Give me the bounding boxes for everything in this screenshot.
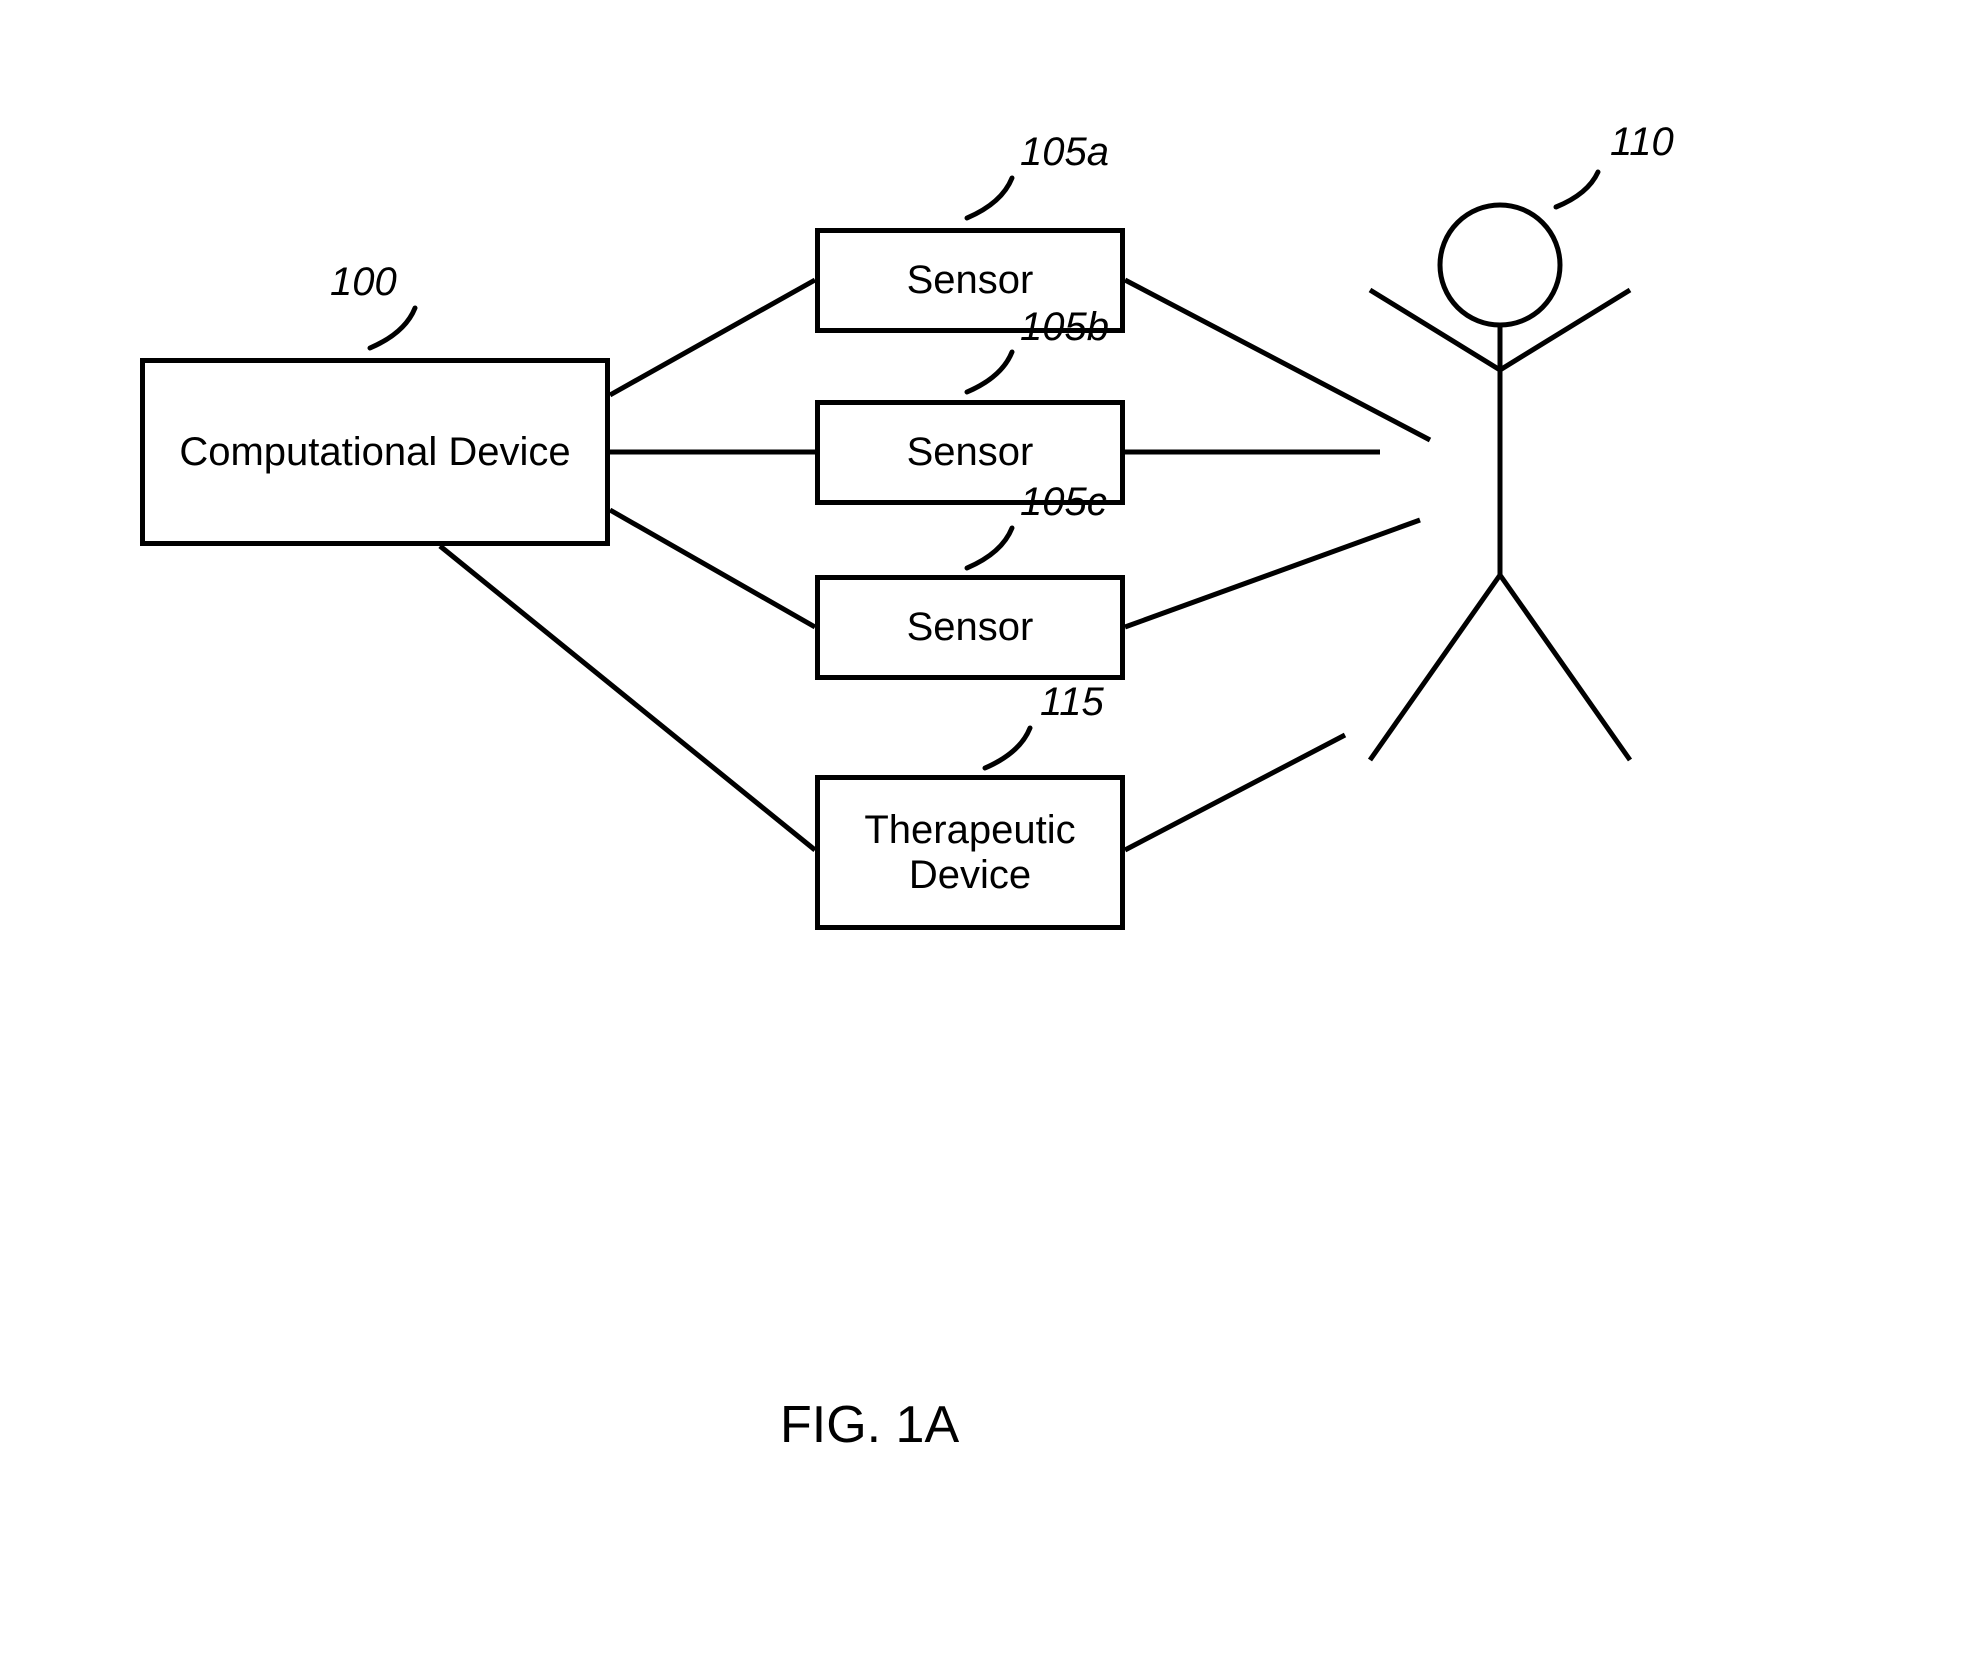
ref-label-110: 110: [1610, 120, 1674, 165]
figure-caption: FIG. 1A: [780, 1395, 959, 1455]
sensor-c-label: Sensor: [907, 605, 1034, 650]
therapeutic-device-label: TherapeuticDevice: [864, 808, 1075, 898]
therapeutic-device-box: TherapeuticDevice: [815, 775, 1125, 930]
computational-device-label: Computational Device: [179, 430, 570, 475]
ref-label-105a: 105a: [1020, 130, 1109, 175]
ref-label-100: 100: [330, 260, 397, 305]
ref-label-105c: 105c: [1020, 480, 1107, 525]
ref-label-105b: 105b: [1020, 305, 1109, 350]
ref-label-115: 115: [1040, 680, 1104, 725]
computational-device-box: Computational Device: [140, 358, 610, 546]
sensor-b-label: Sensor: [907, 430, 1034, 475]
sensor-a-label: Sensor: [907, 258, 1034, 303]
sensor-c-box: Sensor: [815, 575, 1125, 680]
